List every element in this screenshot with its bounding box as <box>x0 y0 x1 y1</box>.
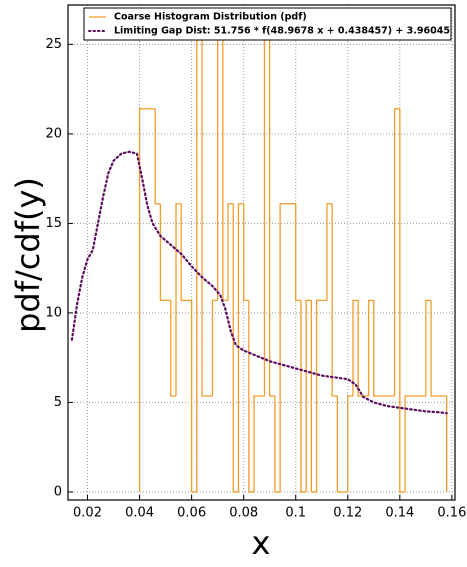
histogram-bin <box>336 395 343 493</box>
legend-box <box>83 7 452 41</box>
x-axis-label: x <box>252 524 271 562</box>
histogram-bin <box>243 203 249 302</box>
y-axis-label: pdf/cdf(y) <box>9 177 47 333</box>
x-tick-label: 0.14 <box>385 506 414 521</box>
x-tick-label: 0.1 <box>285 506 306 521</box>
x-tick-label: 0.02 <box>73 506 102 521</box>
legend-label: Coarse Histogram Distribution (pdf) <box>114 12 307 23</box>
plot-area <box>70 11 448 493</box>
histogram-bin <box>248 300 255 493</box>
y-tick-label: 25 <box>45 37 62 52</box>
histogram-bin <box>399 108 406 493</box>
histogram-bin <box>175 203 182 396</box>
fit-line <box>70 150 448 415</box>
x-tick-label: 0.08 <box>229 506 258 521</box>
histogram-bin <box>367 299 374 396</box>
y-tick-label: 10 <box>45 305 62 320</box>
histogram-bin <box>201 12 208 397</box>
x-tick-label: 0.04 <box>125 506 154 521</box>
histogram-bin <box>227 203 234 301</box>
histogram-bin <box>331 203 338 397</box>
plot-frame <box>67 4 456 501</box>
y-tick-label: 0 <box>54 484 62 499</box>
histogram-bin <box>237 203 244 492</box>
y-tick-label: 20 <box>45 126 62 141</box>
legend-label: Limiting Gap Dist: 51.756 * f(48.9678 x … <box>114 26 450 37</box>
histogram-bin <box>263 11 270 396</box>
histogram-bin <box>154 108 161 205</box>
histogram-bin <box>253 395 260 492</box>
x-tick-label: 0.16 <box>437 506 466 521</box>
histogram-bin <box>279 203 286 492</box>
histogram-bin <box>430 300 437 397</box>
histogram-bin <box>326 203 333 301</box>
histogram-bin <box>404 395 411 492</box>
x-tick-label: 0.06 <box>177 506 206 521</box>
histogram-bin <box>357 300 364 397</box>
histogram-bin <box>441 395 448 492</box>
histogram-bin <box>180 203 187 302</box>
histogram-bin <box>159 203 166 302</box>
histogram-bin <box>393 108 400 396</box>
histogram-bin <box>310 300 317 493</box>
histogram-bin <box>196 11 203 492</box>
histogram-bin <box>269 12 275 397</box>
histogram-bin <box>352 299 359 396</box>
histogram-bin <box>315 299 322 492</box>
histogram-bin <box>232 203 239 493</box>
histogram-bin <box>211 299 218 396</box>
y-tick-label: 15 <box>45 216 62 231</box>
histogram-bin <box>170 300 177 397</box>
y-tick-label: 5 <box>54 395 62 410</box>
histogram-bin <box>216 11 223 301</box>
histogram-bin <box>138 108 145 492</box>
histogram-bin <box>305 299 312 492</box>
histogram-bin <box>373 300 380 397</box>
histogram-bin <box>190 300 197 493</box>
histogram-bin <box>295 203 301 302</box>
x-tick-label: 0.12 <box>333 506 362 521</box>
histogram-bin <box>274 395 281 493</box>
histogram-bin <box>222 12 229 302</box>
histogram-bin <box>425 299 432 396</box>
histogram-bin <box>347 395 353 492</box>
histogram-bin <box>300 300 307 493</box>
